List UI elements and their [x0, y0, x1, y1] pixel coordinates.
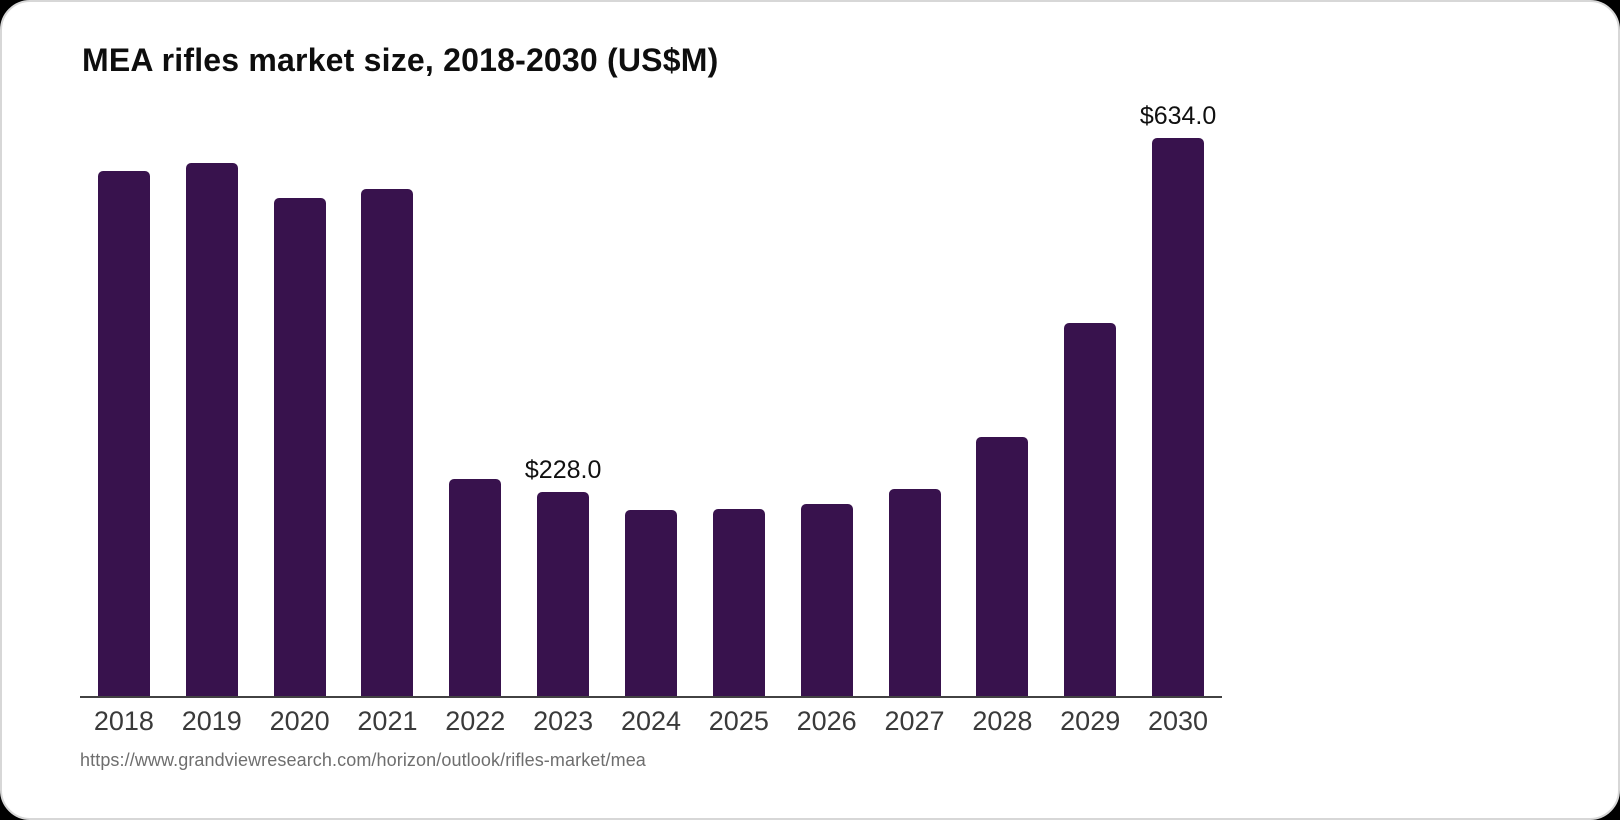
x-tick-2025: 2025: [708, 706, 769, 736]
source-url: https://www.grandviewresearch.com/horizo…: [80, 750, 646, 770]
bar-2022: [449, 479, 502, 696]
bar-slot-2021: [344, 102, 432, 696]
x-tick-2021: 2021: [357, 706, 418, 736]
x-tick-2030: 2030: [1148, 706, 1209, 736]
x-tick-2028: 2028: [972, 706, 1033, 736]
bar-value-label-2030: $634.0: [1139, 102, 1217, 130]
bar-slot-2026: [783, 102, 871, 696]
x-tick-2020: 2020: [269, 706, 330, 736]
bar-slot-2019: [168, 102, 256, 696]
x-tick-2029: 2029: [1060, 706, 1121, 736]
bar-value-label-2023: $228.0: [524, 456, 602, 484]
x-tick-2026: 2026: [796, 706, 857, 736]
bar-slot-2022: [431, 102, 519, 696]
x-tick-2019: 2019: [181, 706, 242, 736]
bar-2019: [185, 163, 238, 696]
bar-2023: [537, 492, 590, 696]
bar-2024: [624, 510, 677, 696]
bar-2020: [273, 198, 326, 696]
bar-2025: [712, 509, 765, 696]
bar-2018: [97, 171, 150, 696]
bar-slot-2029: [1046, 102, 1134, 696]
bar-slot-2023: $228.0: [519, 102, 607, 696]
bar-slot-2020: [256, 102, 344, 696]
bar-2028: [976, 437, 1029, 696]
chart-title: MEA rifles market size, 2018-2030 (US$M): [82, 42, 719, 78]
x-tick-2022: 2022: [445, 706, 506, 736]
x-tick-2018: 2018: [93, 706, 154, 736]
bar-2027: [888, 489, 941, 696]
bar-2029: [1064, 323, 1117, 696]
plot-area: $228.0 $634.0: [80, 102, 1222, 698]
bar-slot-2028: [958, 102, 1046, 696]
x-axis: 2018 2019 2020 2021 2022 2023 2024 2025 2026 2027…: [80, 706, 1222, 737]
bar-slot-2018: [80, 102, 168, 696]
bar-slot-2025: [695, 102, 783, 696]
x-tick-2027: 2027: [884, 706, 945, 736]
x-tick-2024: 2024: [620, 706, 682, 736]
bar-2026: [800, 504, 853, 696]
bar-slot-2027: [871, 102, 959, 696]
bar-slot-2024: [607, 102, 695, 696]
x-tick-2023: 2023: [533, 706, 594, 736]
bar-2021: [361, 189, 414, 696]
bar-slot-2030: $634.0: [1134, 102, 1222, 696]
bar-2030: [1152, 138, 1205, 696]
